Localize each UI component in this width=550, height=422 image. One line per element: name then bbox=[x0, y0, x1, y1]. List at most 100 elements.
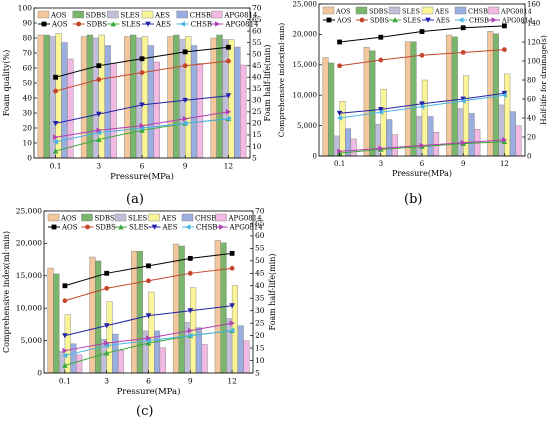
c-ytick-label-1: 5,000 bbox=[21, 336, 43, 345]
b-y2tick-label-0: 0 bbox=[527, 152, 531, 160]
b-bar-SDBS-3 bbox=[451, 36, 458, 157]
a-legend-swatch-SLES bbox=[107, 10, 119, 19]
b-legend-label-SDBS: SDBS bbox=[369, 8, 388, 16]
c-legend-swatch-AES bbox=[148, 213, 160, 222]
panel-a: 0 10 20 30 40 50 60 70 80 90 100 5 10 15 20 25 30 35 40 45 5… bbox=[0, 0, 275, 190]
b-ytick-label-5: 25,000 bbox=[293, 0, 318, 8]
a-ytick-label-0: 0 bbox=[27, 153, 32, 162]
a-y2tick-label-3: 20 bbox=[252, 119, 262, 128]
a-point-AOS-4 bbox=[226, 44, 231, 50]
b-point-SDBS-0 bbox=[337, 63, 342, 69]
a-bar-SLES-2 bbox=[135, 37, 143, 159]
a-point-SDBS-0 bbox=[53, 88, 58, 94]
a-legend-swatch-SDBS bbox=[72, 10, 84, 19]
b-bar-CHSB-2 bbox=[427, 116, 434, 157]
c-ytick-label-4: 20,000 bbox=[16, 239, 42, 248]
b-legend-swatch-AOS bbox=[322, 6, 335, 15]
b-legend-marker-AOS bbox=[326, 17, 332, 23]
c-point-CHSB-1 bbox=[103, 342, 110, 349]
a-point-SDBS-1 bbox=[96, 77, 102, 82]
b-bar-CHSB-1 bbox=[386, 119, 393, 157]
a-point-AOS-2 bbox=[139, 56, 145, 62]
b-bar-SLES-3 bbox=[457, 108, 464, 157]
b-y2tick-label-1: 20 bbox=[527, 133, 536, 141]
b-point-AES-1 bbox=[378, 107, 384, 113]
a-bar-AOS-0 bbox=[37, 34, 44, 159]
b-point-CHSB-2 bbox=[419, 103, 425, 110]
c-point-CHSB-2 bbox=[145, 337, 151, 344]
a-bar-SDBS-0 bbox=[43, 34, 50, 159]
c-bar-SDBS-4 bbox=[220, 242, 227, 374]
caption-b: (b) bbox=[404, 192, 423, 207]
a-xtick-label-2: 6 bbox=[140, 162, 145, 171]
c-bar-APG0814-3 bbox=[201, 344, 208, 374]
b-legend-swatch-SLES bbox=[388, 6, 401, 15]
b-legend-marker-APG0814 bbox=[491, 17, 497, 23]
a-point-SLES-1 bbox=[96, 136, 102, 142]
a-point-SDBS-2 bbox=[139, 70, 145, 76]
a-legend-line-label-SDBS: SDBS bbox=[87, 21, 108, 29]
c-bar-SLES-4 bbox=[226, 318, 233, 374]
c-legend-marker-APG0814 bbox=[219, 224, 225, 230]
a-point-CHSB-3 bbox=[182, 120, 188, 127]
c-ytick-label-3: 15,000 bbox=[16, 271, 42, 280]
b-ytick-label-4: 20,000 bbox=[293, 31, 318, 39]
c-point-AOS-2 bbox=[146, 263, 151, 269]
c-bar-SDBS-3 bbox=[178, 245, 185, 374]
c-y2tick-label-9: 50 bbox=[255, 256, 265, 265]
c-legend-line-label-CHSB: CHSB bbox=[196, 224, 217, 232]
b-legend-line-label-SLES: SLES bbox=[403, 17, 421, 25]
a-legend-marker-APG0814 bbox=[214, 21, 221, 27]
c-point-CHSB-4 bbox=[229, 327, 235, 334]
b-xtick-label-1: 3 bbox=[379, 160, 383, 168]
c-bar-AOS-2 bbox=[131, 250, 138, 374]
b-xtick-label-4: 12 bbox=[500, 160, 509, 168]
c-ylabel: Comprehensive index(ml·min) bbox=[2, 231, 11, 353]
b-point-CHSB-1 bbox=[378, 109, 384, 116]
a-xlabel: Pressure(MPa) bbox=[110, 171, 174, 182]
a-y2tick-label-6: 35 bbox=[252, 84, 262, 93]
c-y2tick-label-11: 60 bbox=[255, 231, 265, 240]
c-legend-marker-AES bbox=[151, 224, 158, 230]
c-bar-AES-2 bbox=[148, 291, 155, 374]
a-point-AES-4 bbox=[225, 93, 232, 99]
a-ytick-label-9: 90 bbox=[22, 18, 32, 27]
a-legend-swatch-CHSB bbox=[176, 10, 188, 19]
a-legend-line-label-SLES: SLES bbox=[121, 21, 141, 29]
a-y2tick-label-5: 30 bbox=[252, 96, 262, 105]
b-bar-AES-1 bbox=[380, 88, 387, 157]
a-point-AOS-1 bbox=[96, 63, 102, 69]
b-bar-CHSB-3 bbox=[468, 113, 475, 157]
c-bar-APG0814-2 bbox=[159, 347, 166, 374]
b-point-AES-0 bbox=[336, 110, 343, 117]
b-legend-label-APG0814: APG0814 bbox=[500, 8, 532, 16]
a-legend-swatch-AOS bbox=[37, 10, 50, 19]
a-point-AES-2 bbox=[139, 102, 145, 108]
c-y2tick-label-4: 25 bbox=[255, 318, 265, 327]
b-legend-label-AOS: AOS bbox=[335, 8, 350, 16]
b-legend-label-CHSB: CHSB bbox=[468, 8, 488, 16]
a-y2tick-label-7: 40 bbox=[252, 73, 262, 82]
c-bar-APG0814-1 bbox=[117, 350, 125, 374]
c-legend-swatch-AOS bbox=[47, 213, 60, 222]
b-legend-line-label-AES: AES bbox=[435, 17, 450, 25]
a-ytick-label-2: 20 bbox=[22, 123, 32, 132]
b-point-AES-2 bbox=[419, 101, 425, 107]
b-point-AES-3 bbox=[460, 96, 466, 102]
b-ylabel: Comprehensive index(ml·min) bbox=[277, 23, 286, 137]
c-legend-line-label-AOS: AOS bbox=[61, 224, 78, 232]
a-y2tick-label-8: 45 bbox=[252, 61, 262, 70]
c-bar-AOS-3 bbox=[172, 243, 180, 374]
c-legend-label-CHSB: CHSB bbox=[195, 215, 216, 223]
b-bar-SDBS-1 bbox=[369, 50, 376, 157]
a-legend-line-label-CHSB: CHSB bbox=[191, 21, 212, 29]
c-y2tick-label-13: 70 bbox=[255, 206, 265, 215]
c-legend-label-SDBS: SDBS bbox=[95, 215, 116, 223]
a-ytick-label-1: 10 bbox=[22, 138, 32, 147]
c-ytick-label-0: 0 bbox=[37, 368, 42, 377]
b-point-AOS-3 bbox=[460, 25, 466, 31]
b-bar-SDBS-2 bbox=[410, 41, 417, 157]
c-point-APG0814-3 bbox=[187, 327, 194, 334]
a-point-APG0814-1 bbox=[96, 127, 102, 134]
caption-a: (a) bbox=[126, 192, 144, 207]
